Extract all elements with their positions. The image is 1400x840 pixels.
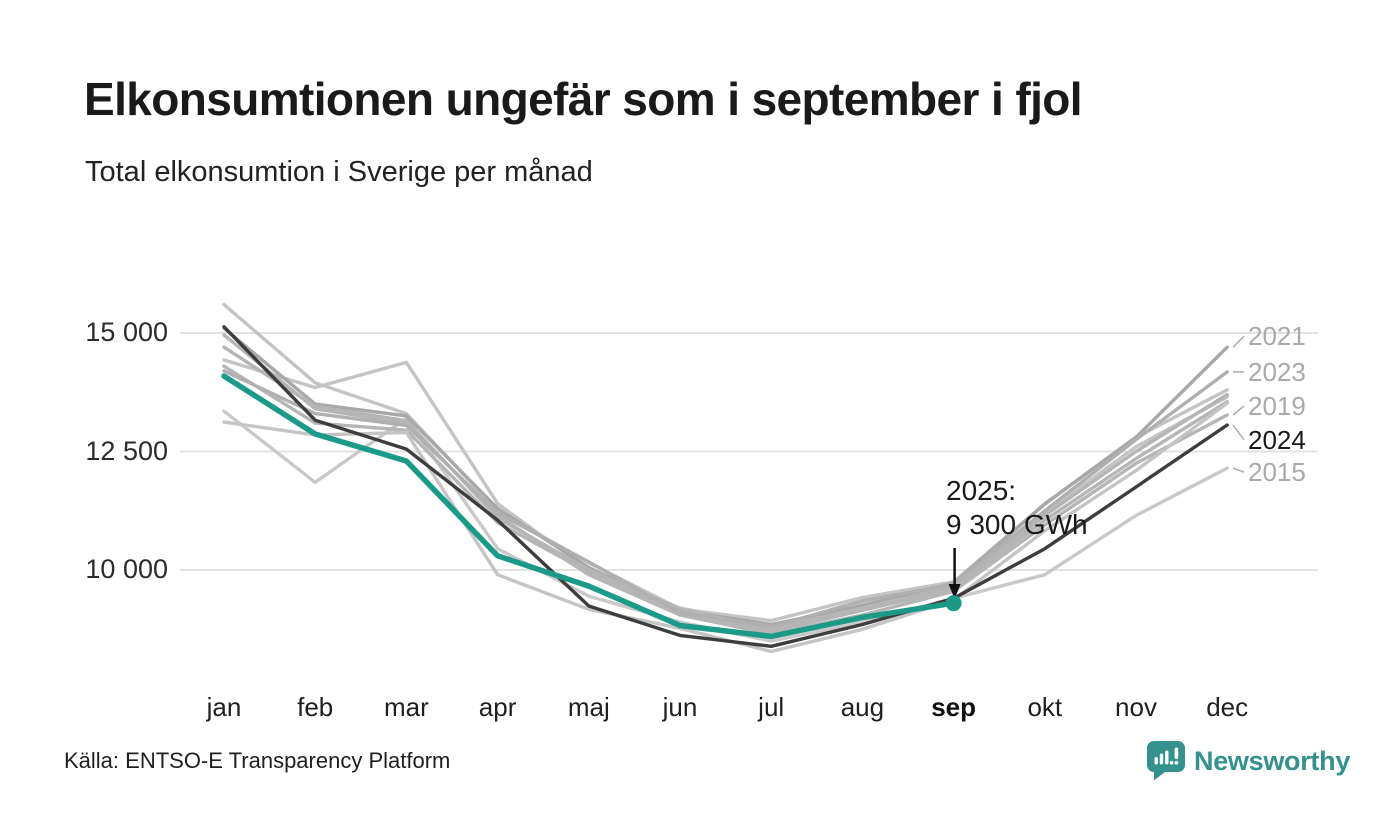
label-connector-2015 [1232, 467, 1245, 473]
newsworthy-logo-icon [1147, 741, 1185, 781]
x-tick-aug: aug [840, 692, 885, 722]
series-line-2016 [222, 302, 1229, 623]
y-tick-label: 15 000 [85, 317, 168, 347]
x-tick-jul: jul [758, 692, 785, 722]
x-tick-dec: dec [1206, 692, 1249, 722]
annotation-arrow-head [948, 584, 961, 599]
series-line-2025 [221, 373, 957, 640]
series-label-2024: 2024 [1248, 425, 1306, 455]
endpoint-dot-2025 [945, 595, 962, 612]
y-tick-label: 10 000 [85, 554, 168, 584]
series-label-2021: 2021 [1248, 321, 1306, 351]
x-tick-jan: jan [206, 692, 242, 722]
brand-logo: Newsworthy [1146, 740, 1350, 782]
label-connector-2024 [1232, 424, 1245, 441]
chart-title: Elkonsumtionen ungefär som i september i… [84, 73, 1083, 125]
series-line-2024 [222, 325, 1229, 648]
series-line-2017 [222, 364, 1229, 634]
series-line-2023 [222, 369, 1229, 629]
x-tick-jun: jun [662, 692, 698, 722]
x-tick-apr: apr [478, 692, 517, 722]
x-tick-sep: sep [931, 692, 976, 722]
annotation-year: 2025: [946, 475, 1017, 506]
label-connector-2021 [1232, 335, 1245, 348]
series-label-2015: 2015 [1248, 457, 1306, 487]
y-tick-label: 12 500 [85, 435, 168, 466]
x-tick-maj: maj [567, 692, 610, 722]
series-line-2019 [222, 333, 1229, 636]
x-tick-feb: feb [297, 692, 334, 722]
value-annotation: 2025: 9 300 GWh [946, 474, 1088, 542]
series-label-2019: 2019 [1248, 391, 1306, 421]
annotation-value: 9 300 GWh [946, 509, 1088, 540]
label-connector-2019 [1232, 405, 1245, 416]
x-tick-mar: mar [384, 692, 429, 722]
x-tick-nov: nov [1115, 692, 1157, 722]
brand-name: Newsworthy [1194, 745, 1351, 776]
chart-subtitle: Total elkonsumtion i Sverige per månad [85, 156, 593, 188]
x-tick-okt: okt [1027, 692, 1063, 722]
series-label-2023: 2023 [1248, 357, 1306, 387]
source-note: Källa: ENTSO-E Transparency Platform [64, 748, 451, 773]
